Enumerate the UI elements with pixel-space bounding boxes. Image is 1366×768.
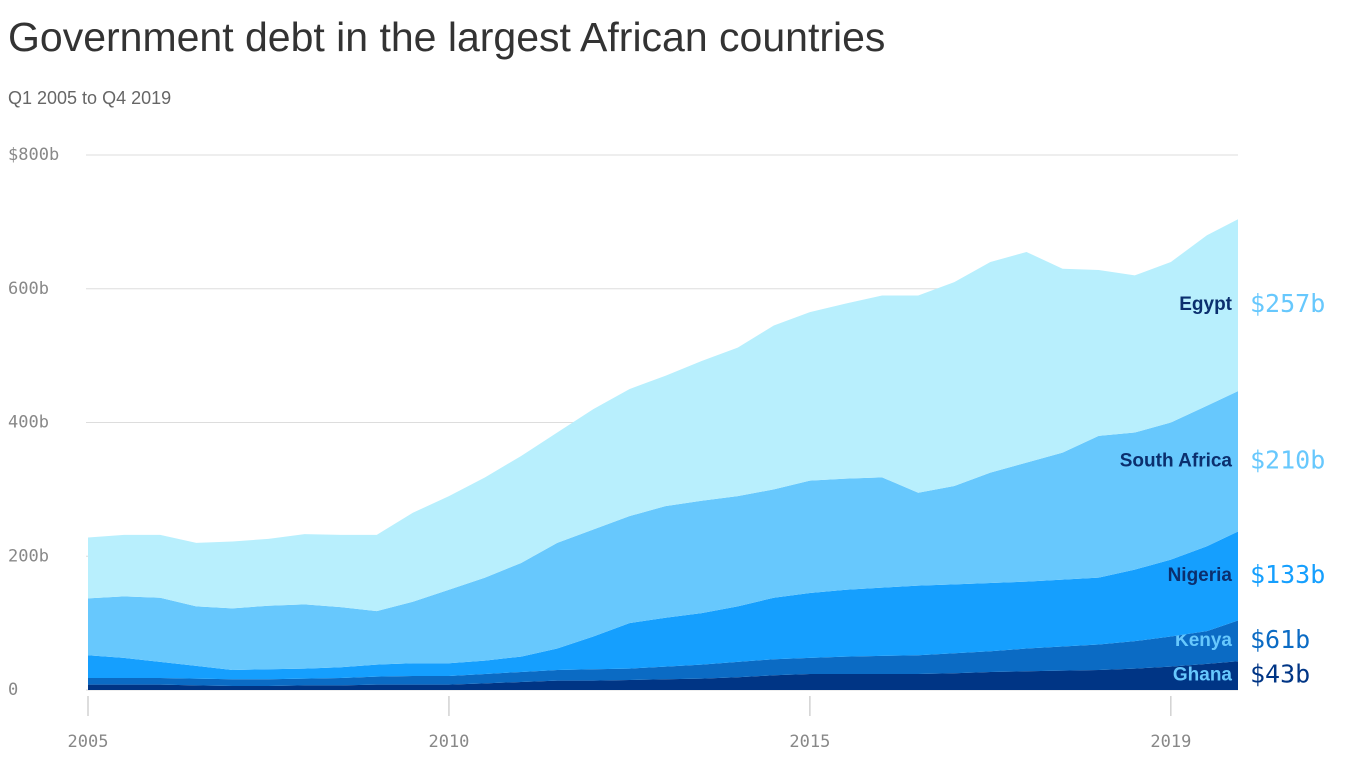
- chart-subtitle: Q1 2005 to Q4 2019: [8, 88, 171, 108]
- y-tick-label: 200b: [8, 546, 49, 566]
- area: [88, 219, 1238, 612]
- series-label: Nigeria: [1168, 565, 1233, 586]
- y-tick-label: $800b: [8, 145, 59, 165]
- y-tick-label: 0: [8, 680, 18, 700]
- value-label: $210b: [1250, 445, 1325, 474]
- series-label: South Africa: [1120, 450, 1233, 471]
- x-tick-label: 2005: [68, 732, 109, 752]
- area: [88, 620, 1238, 686]
- x-tick-label: 2010: [428, 732, 469, 752]
- value-label: $257b: [1250, 289, 1325, 318]
- x-tick-label: 2019: [1150, 732, 1191, 752]
- series-label: Kenya: [1175, 630, 1232, 651]
- area: [88, 531, 1238, 680]
- value-label: $43b: [1250, 660, 1310, 689]
- area: [88, 661, 1238, 690]
- series-label: Ghana: [1173, 665, 1233, 686]
- series-label: Egypt: [1179, 294, 1232, 315]
- y-tick-label: 600b: [8, 279, 49, 299]
- y-tick-label: 400b: [8, 413, 49, 433]
- chart-title: Government debt in the largest African c…: [8, 14, 885, 60]
- value-label: $61b: [1250, 625, 1310, 654]
- area: [88, 391, 1238, 670]
- x-tick-label: 2015: [789, 732, 830, 752]
- value-label: $133b: [1250, 560, 1325, 589]
